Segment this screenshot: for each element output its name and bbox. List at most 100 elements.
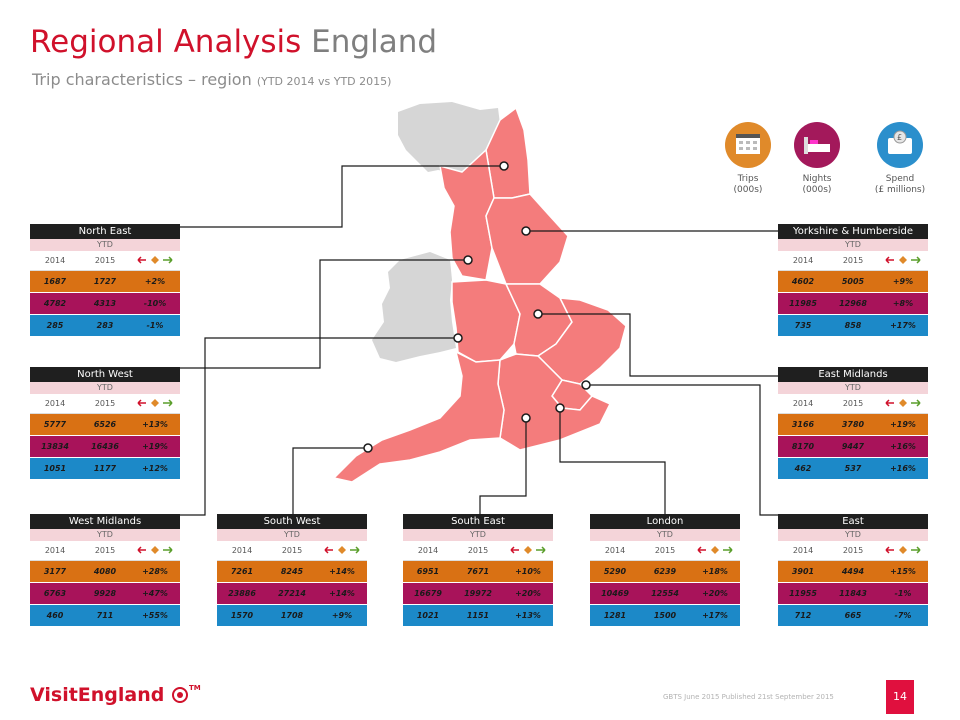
nights-2014: 23886 bbox=[228, 589, 256, 598]
spend-2014: 462 bbox=[794, 464, 812, 473]
ytd-label: YTD bbox=[778, 529, 928, 541]
change-arrows-icon bbox=[885, 398, 921, 408]
trips-2015: 4494 bbox=[841, 567, 865, 576]
year-2014: 2014 bbox=[792, 546, 814, 555]
year-2015: 2015 bbox=[467, 546, 489, 555]
nights-2015: 11843 bbox=[839, 589, 867, 598]
visitengland-logo: VisitEngland TM bbox=[30, 684, 201, 706]
change-arrows-icon bbox=[137, 545, 173, 555]
trips-2014: 1687 bbox=[43, 277, 67, 286]
title-country: England bbox=[311, 24, 438, 60]
spend-change: +13% bbox=[515, 611, 541, 620]
legend-spend-label: Spend bbox=[885, 174, 915, 184]
marker-east-midlands bbox=[533, 309, 543, 319]
spend-change: -1% bbox=[146, 321, 164, 330]
card-south-west: South West YTD 2014 2015 7261 8245 +14% 238… bbox=[217, 514, 367, 627]
spend-change: +55% bbox=[142, 611, 168, 620]
change-arrows-icon bbox=[885, 545, 921, 555]
marker-london bbox=[555, 403, 565, 413]
trips-2015: 8245 bbox=[280, 567, 304, 576]
spend-change: +12% bbox=[142, 464, 168, 473]
spend-2015: 1177 bbox=[93, 464, 117, 473]
legend-nights-unit: (000s) bbox=[802, 185, 832, 195]
connector-south-east bbox=[479, 418, 527, 515]
card-title: South West bbox=[217, 514, 367, 529]
calendar-icon bbox=[725, 122, 771, 168]
trips-2015: 4080 bbox=[93, 567, 117, 576]
year-2015: 2015 bbox=[842, 256, 864, 265]
card-north-east: North East YTD 2014 2015 1687 1727 +2% 4782… bbox=[30, 224, 180, 337]
connector-east-midlands bbox=[538, 313, 780, 377]
ytd-label: YTD bbox=[778, 239, 928, 251]
connector-east bbox=[586, 384, 780, 516]
trips-2015: 3780 bbox=[841, 420, 865, 429]
trips-2014: 5777 bbox=[43, 420, 67, 429]
year-2014: 2014 bbox=[792, 399, 814, 408]
card-south-east: South East YTD 2014 2015 6951 7671 +10% 166… bbox=[403, 514, 553, 627]
legend-nights-label: Nights bbox=[802, 174, 832, 184]
logo-trademark: TM bbox=[188, 684, 201, 692]
marker-yorkshire bbox=[521, 226, 531, 236]
nights-2014: 10469 bbox=[601, 589, 629, 598]
connector-west-midlands bbox=[180, 337, 458, 516]
nights-2015: 9447 bbox=[841, 442, 865, 451]
wallet-icon: £ bbox=[877, 122, 923, 168]
spend-2014: 1051 bbox=[43, 464, 67, 473]
spend-2015: 858 bbox=[844, 321, 862, 330]
spend-change: +9% bbox=[331, 611, 353, 620]
spend-2014: 460 bbox=[46, 611, 64, 620]
card-title: West Midlands bbox=[30, 514, 180, 529]
card-title: East Midlands bbox=[778, 367, 928, 382]
nights-2015: 4313 bbox=[93, 299, 117, 308]
rose-icon bbox=[171, 684, 189, 706]
trips-change: +9% bbox=[892, 277, 914, 286]
year-2015: 2015 bbox=[842, 399, 864, 408]
card-west-midlands: West Midlands YTD 2014 2015 3177 4080 +28% … bbox=[30, 514, 180, 627]
trips-2015: 5005 bbox=[841, 277, 865, 286]
card-east-midlands: East Midlands YTD 2014 2015 3166 3780 +19% … bbox=[778, 367, 928, 480]
year-2014: 2014 bbox=[44, 399, 66, 408]
legend-spend-unit: (£ millions) bbox=[874, 185, 926, 195]
trips-2015: 1727 bbox=[93, 277, 117, 286]
svg-text:£: £ bbox=[897, 133, 902, 142]
change-arrows-icon bbox=[137, 398, 173, 408]
page-title: Regional Analysis England bbox=[30, 24, 437, 60]
nights-2014: 6763 bbox=[43, 589, 67, 598]
trips-change: +15% bbox=[890, 567, 916, 576]
subtitle-main: Trip characteristics – region bbox=[32, 70, 252, 89]
year-2015: 2015 bbox=[94, 399, 116, 408]
title-main: Regional Analysis bbox=[30, 24, 302, 60]
trips-change: +2% bbox=[144, 277, 166, 286]
spend-2014: 1281 bbox=[603, 611, 627, 620]
nights-2014: 4782 bbox=[43, 299, 67, 308]
nights-change: +8% bbox=[892, 299, 914, 308]
connector-london bbox=[559, 408, 666, 515]
spend-2014: 1021 bbox=[416, 611, 440, 620]
card-yorkshire-humberside: Yorkshire & Humberside YTD 2014 2015 4602… bbox=[778, 224, 928, 337]
map-yorkshire bbox=[485, 193, 569, 285]
nights-2015: 9928 bbox=[93, 589, 117, 598]
legend-trips-label: Trips bbox=[737, 174, 759, 184]
trips-2014: 3166 bbox=[791, 420, 815, 429]
marker-north-east bbox=[499, 161, 509, 171]
page-subtitle: Trip characteristics – region (YTD 2014 … bbox=[32, 70, 391, 89]
year-2015: 2015 bbox=[842, 546, 864, 555]
change-arrows-icon bbox=[885, 255, 921, 265]
ytd-label: YTD bbox=[30, 529, 180, 541]
trips-2014: 3901 bbox=[791, 567, 815, 576]
card-east: East YTD 2014 2015 3901 4494 +15% 11955 1184… bbox=[778, 514, 928, 627]
year-2015: 2015 bbox=[281, 546, 303, 555]
trips-2015: 6526 bbox=[93, 420, 117, 429]
spend-2015: 1708 bbox=[280, 611, 304, 620]
ytd-label: YTD bbox=[30, 382, 180, 394]
trips-2015: 7671 bbox=[466, 567, 490, 576]
nights-change: +19% bbox=[142, 442, 168, 451]
subtitle-note: (YTD 2014 vs YTD 2015) bbox=[256, 75, 392, 88]
ytd-label: YTD bbox=[30, 239, 180, 251]
source-note: GBTS June 2015 Published 21st September … bbox=[663, 693, 834, 701]
trips-change: +13% bbox=[142, 420, 168, 429]
marker-west-midlands bbox=[453, 333, 463, 343]
nights-2014: 16679 bbox=[414, 589, 442, 598]
trips-change: +19% bbox=[890, 420, 916, 429]
nights-change: +16% bbox=[890, 442, 916, 451]
